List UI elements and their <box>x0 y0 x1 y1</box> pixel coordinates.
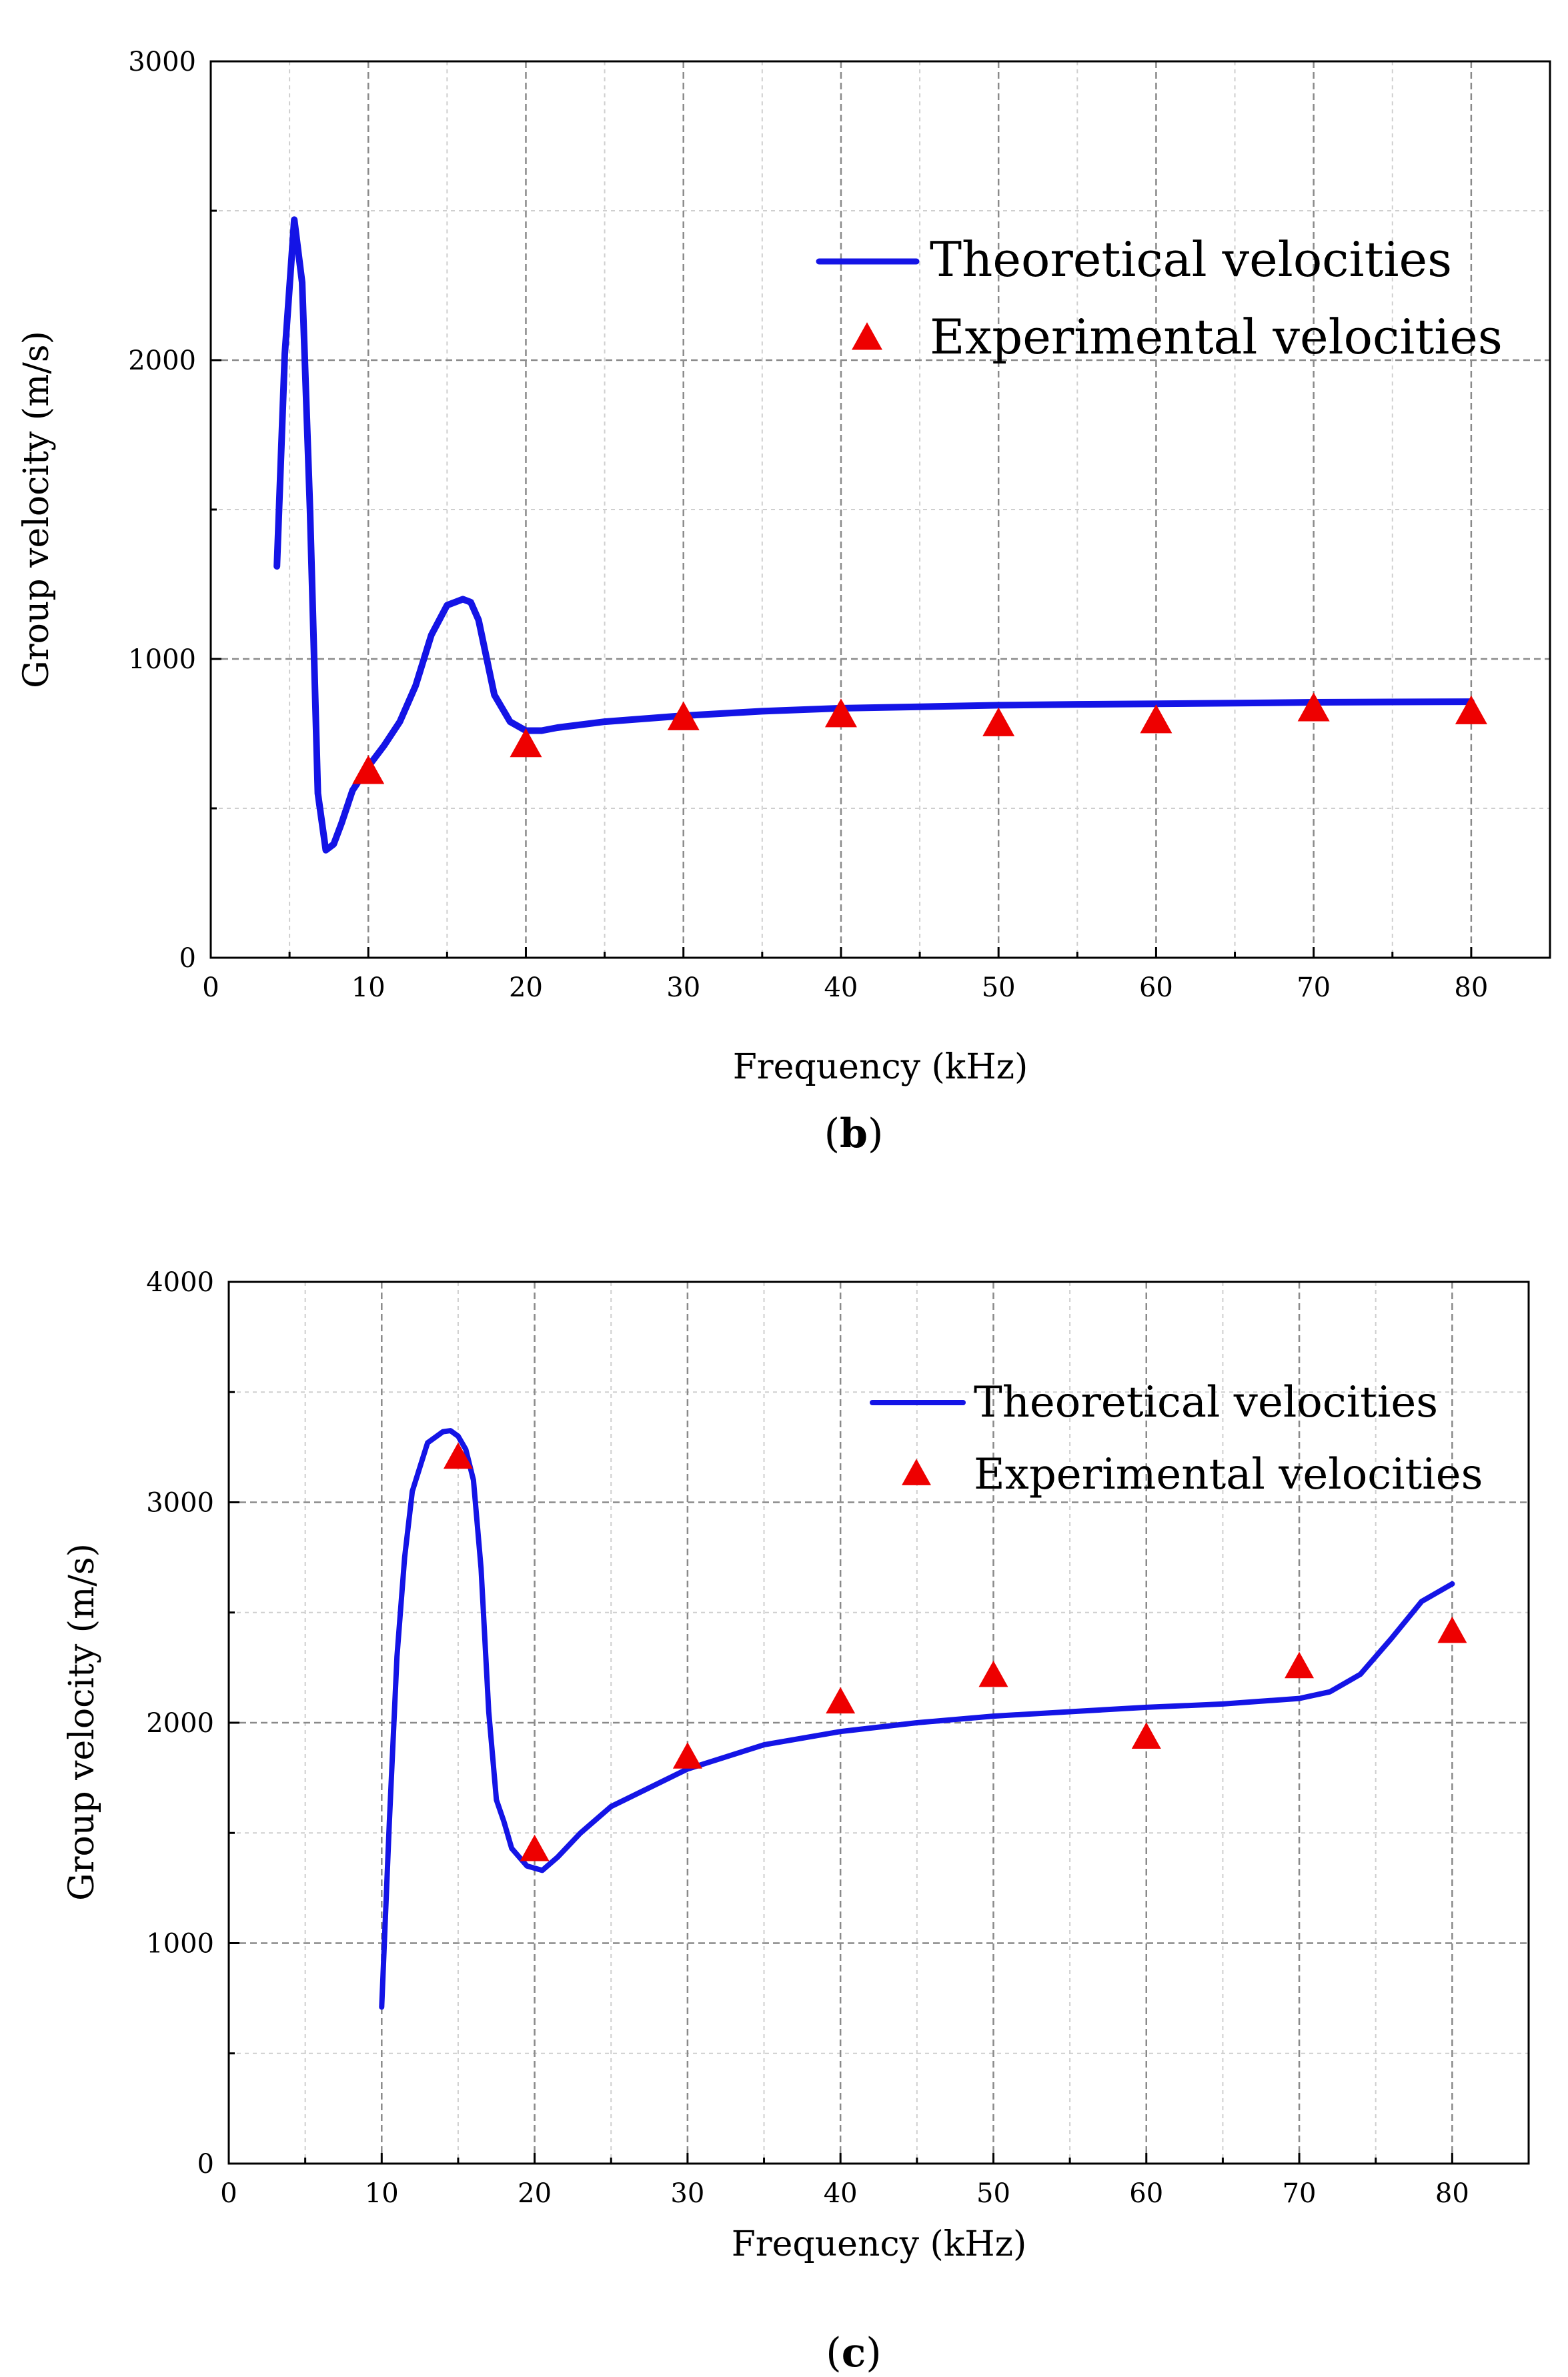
caption-close: ) <box>868 1110 883 1157</box>
legend-triangle-swatch <box>852 322 882 350</box>
legend: Theoretical velocities Experimental veloc… <box>870 1378 1483 1499</box>
y-tick-label: 3000 <box>128 47 196 77</box>
x-tick-label: 0 <box>202 972 219 1003</box>
x-tick-label: 70 <box>1297 972 1331 1003</box>
legend-label-experimental: Experimental velocities <box>974 1450 1483 1499</box>
experimental-points <box>352 692 1487 784</box>
legend: Theoretical velocities Experimental veloc… <box>816 231 1503 365</box>
caption-close: ) <box>866 2330 881 2376</box>
experimental-point <box>1140 704 1172 734</box>
experimental-point <box>978 1660 1008 1687</box>
x-tick-label: 50 <box>982 972 1016 1003</box>
x-tick-label: 60 <box>1129 2178 1163 2209</box>
experimental-point <box>824 698 857 728</box>
experimental-point <box>510 728 542 758</box>
panel-caption: (c) <box>826 2330 881 2376</box>
experimental-points <box>443 1442 1467 1861</box>
legend-label-theoretical: Theoretical velocities <box>930 231 1452 287</box>
experimental-point <box>1285 1651 1315 1679</box>
y-tick-label: 1000 <box>146 1929 214 1959</box>
theoretical-velocity-line <box>273 216 1475 854</box>
minor-grid <box>211 61 1550 958</box>
x-tick-label: 70 <box>1283 2178 1317 2209</box>
y-tick-label: 4000 <box>146 1267 214 1298</box>
y-tick-label: 0 <box>197 2149 214 2180</box>
y-tick-label: 1000 <box>128 644 196 675</box>
x-tick-label: 40 <box>824 2178 858 2209</box>
y-tick-label: 0 <box>179 943 196 974</box>
x-tick-label: 20 <box>518 2178 552 2209</box>
x-tick-label: 30 <box>666 972 700 1003</box>
x-tick-label: 80 <box>1435 2178 1469 2209</box>
y-axis-title: Group velocity (m/s) <box>17 331 57 688</box>
experimental-point <box>826 1687 856 1714</box>
y-tick-label: 3000 <box>146 1488 214 1519</box>
caption-letter: c <box>842 2330 866 2376</box>
x-tick-label: 60 <box>1139 972 1173 1003</box>
legend-label-experimental: Experimental velocities <box>930 309 1503 365</box>
y-axis-title: Group velocity (m/s) <box>62 1543 102 1901</box>
caption-open: ( <box>826 2330 841 2376</box>
legend-label-theoretical: Theoretical velocities <box>974 1378 1438 1427</box>
panel-c: 0 10 20 30 40 50 60 70 80 0 1000 2000 3000 4000 Freque… <box>62 1267 1530 2376</box>
legend-triangle-swatch <box>902 1459 931 1485</box>
panel-caption: (b) <box>824 1110 884 1157</box>
x-axis-title: Frequency (kHz) <box>733 1047 1028 1087</box>
x-tick-label: 50 <box>976 2178 1010 2209</box>
x-tick-label: 30 <box>670 2178 704 2209</box>
ticks <box>227 1281 1530 2165</box>
ticks <box>209 60 1551 959</box>
x-tick-label: 80 <box>1454 972 1488 1003</box>
panel-b: 0 10 20 30 40 50 60 70 80 0 1000 2000 3000 Frequency … <box>17 47 1551 1157</box>
x-tick-label: 10 <box>365 2178 399 2209</box>
x-tick-label: 20 <box>509 972 543 1003</box>
major-grid <box>211 61 1550 958</box>
y-tick-label: 2000 <box>146 1708 214 1739</box>
caption-open: ( <box>824 1110 840 1157</box>
x-tick-label: 40 <box>824 972 858 1003</box>
caption-letter: b <box>840 1110 868 1157</box>
experimental-point <box>520 1834 550 1861</box>
x-axis-title: Frequency (kHz) <box>732 2224 1027 2264</box>
x-tick-label: 10 <box>351 972 385 1003</box>
experimental-point <box>1437 1616 1467 1643</box>
experimental-point <box>667 701 700 730</box>
experimental-point <box>1131 1722 1161 1749</box>
experimental-point <box>443 1442 473 1469</box>
theoretical-velocity-line <box>379 1428 1455 2010</box>
experimental-point <box>1297 692 1330 722</box>
y-tick-label: 2000 <box>128 345 196 376</box>
experimental-point <box>672 1742 702 1769</box>
x-tick-label: 0 <box>220 2178 237 2209</box>
experimental-point <box>982 707 1015 736</box>
experimental-point <box>1455 695 1487 724</box>
experimental-point <box>352 755 385 784</box>
